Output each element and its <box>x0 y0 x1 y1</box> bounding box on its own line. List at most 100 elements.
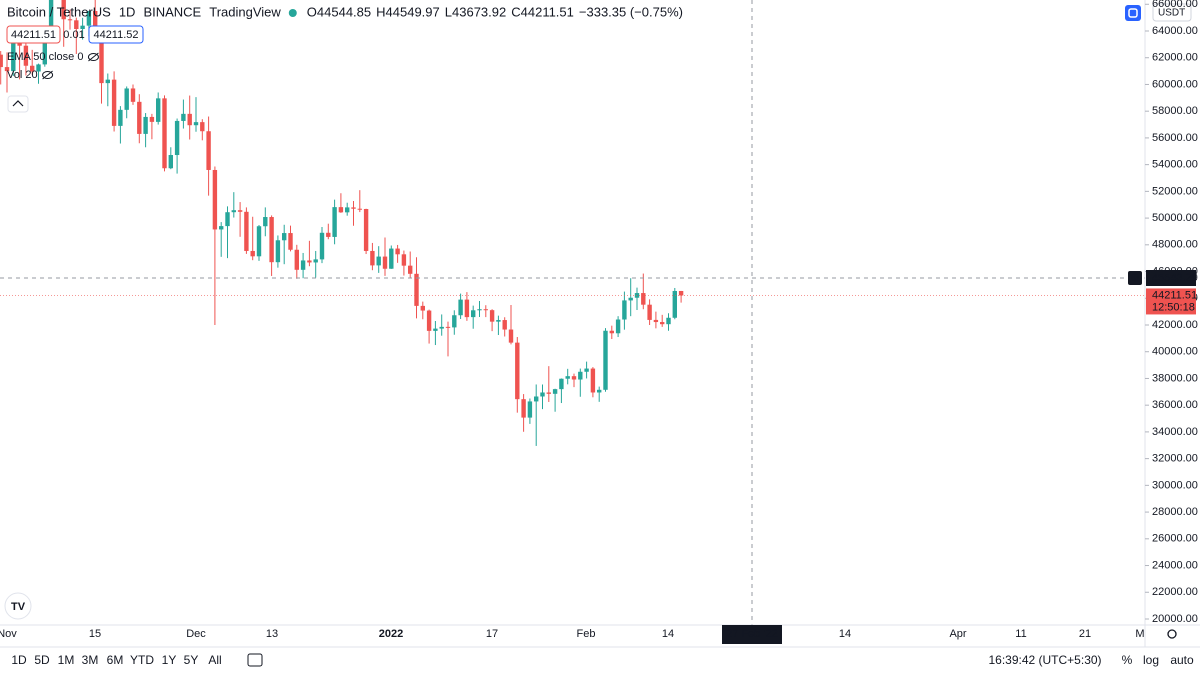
candle-body <box>206 131 211 170</box>
candle-body <box>105 79 110 84</box>
scale-option[interactable]: % <box>1122 653 1133 667</box>
candle-body <box>244 211 249 251</box>
x-tick-label: Dec <box>186 628 206 640</box>
candle-body <box>187 113 192 126</box>
candle-body <box>326 232 331 237</box>
range-button[interactable]: 5D <box>34 653 50 667</box>
candle-body <box>156 98 161 122</box>
x-tick-label: 2022 <box>379 628 403 640</box>
x-tick-label: 21 <box>1079 628 1091 640</box>
visibility-icon[interactable] <box>87 53 99 61</box>
x-tick-label: Feb <box>577 628 596 640</box>
visibility-icon[interactable] <box>42 71 54 79</box>
candle-body <box>433 328 438 331</box>
candle-body <box>225 212 230 227</box>
candle-body <box>93 10 98 37</box>
candle-body <box>382 256 388 269</box>
scale-option[interactable]: log <box>1143 653 1159 667</box>
sell-price: 44211.51 <box>11 29 56 41</box>
scale-option[interactable]: auto <box>1170 653 1194 667</box>
candle-body <box>439 326 444 329</box>
candle-body <box>660 322 665 325</box>
candle-body <box>0 54 3 68</box>
crosshair-add-box[interactable] <box>1128 271 1142 285</box>
candle-body <box>458 299 463 316</box>
candle-body <box>578 371 583 380</box>
countdown-label: 12:50:18 <box>1152 301 1195 313</box>
date-range-icon[interactable] <box>247 653 263 667</box>
buy-box[interactable] <box>88 25 144 44</box>
exchange: BINANCE <box>143 4 201 19</box>
candle-body <box>4 67 10 72</box>
y-tick-label: 30000.00 <box>1152 479 1198 491</box>
range-button[interactable]: 1M <box>58 653 75 667</box>
candle-body <box>300 260 306 270</box>
currency-button[interactable] <box>1152 3 1192 22</box>
range-button[interactable]: 5Y <box>184 653 199 667</box>
candle-body <box>527 401 533 418</box>
candle-body <box>653 319 659 323</box>
y-tick-label: 28000.00 <box>1152 506 1198 518</box>
indicator-name: Vol 20 <box>7 69 38 81</box>
candle-body <box>149 116 155 122</box>
range-button[interactable]: 3M <box>82 653 99 667</box>
candle-body <box>237 210 243 212</box>
sync-button[interactable] <box>1125 5 1141 21</box>
ohlc-label: O <box>307 4 317 19</box>
candle-body <box>338 207 344 213</box>
candle-body <box>489 310 495 322</box>
candle-body <box>193 122 199 126</box>
settings-icon[interactable] <box>1167 629 1177 639</box>
x-tick-label: 11 <box>1015 628 1026 640</box>
candle-body <box>86 10 92 26</box>
candle-body <box>80 25 85 29</box>
candle-body <box>17 41 22 46</box>
x-tick-label: 14 <box>662 628 674 640</box>
collapse-legend[interactable] <box>7 95 29 113</box>
candle-body <box>42 40 47 65</box>
range-button[interactable]: YTD <box>130 653 154 667</box>
y-tick-label: 36000.00 <box>1152 399 1198 411</box>
range-button[interactable]: 1Y <box>162 653 177 667</box>
sync-icon <box>1128 8 1138 18</box>
candle-body <box>250 250 255 257</box>
y-tick-label: 26000.00 <box>1152 533 1198 545</box>
change-value: −333.35 (−0.75%) <box>579 4 683 19</box>
visibility-slash <box>88 52 99 62</box>
candle-body <box>496 320 501 322</box>
candle-body <box>376 256 381 266</box>
candle-body <box>534 396 539 402</box>
candle-body <box>445 326 451 328</box>
range-button[interactable]: 1D <box>11 653 27 667</box>
collapse-icon <box>12 100 24 107</box>
indicator-name: EMA 50 close 0 <box>7 51 83 63</box>
x-tick-label: 17 <box>486 628 498 640</box>
candle-body <box>275 240 281 263</box>
candle-body <box>219 226 224 230</box>
tv-logo-text: TV <box>11 601 26 613</box>
candle-body <box>464 299 470 318</box>
sell-box[interactable] <box>6 25 61 44</box>
tv-logo[interactable] <box>4 592 32 620</box>
crosshair-price-label: 45543.29 <box>1152 272 1198 284</box>
ohlc-value: 44549.97 <box>386 4 440 19</box>
candle-body <box>282 233 287 241</box>
candle-body <box>370 250 375 266</box>
candle-body <box>678 290 684 296</box>
crosshair-time-label: 27 Feb '22 <box>726 628 778 640</box>
y-tick-label: 54000.00 <box>1152 159 1198 171</box>
x-tick-label: Nov <box>0 628 17 640</box>
candle-body <box>521 399 526 418</box>
candle-body <box>111 79 117 126</box>
candle-body <box>11 41 16 72</box>
y-tick-label: 24000.00 <box>1152 559 1198 571</box>
candle-body <box>559 378 564 390</box>
ohlc-value: 44211.51 <box>521 4 574 19</box>
range-button[interactable]: 6M <box>107 653 124 667</box>
candle-body <box>502 320 507 330</box>
candle-body <box>200 122 205 132</box>
range-button[interactable]: All <box>208 653 221 667</box>
candle-body <box>641 293 646 305</box>
candle-body <box>23 45 29 66</box>
